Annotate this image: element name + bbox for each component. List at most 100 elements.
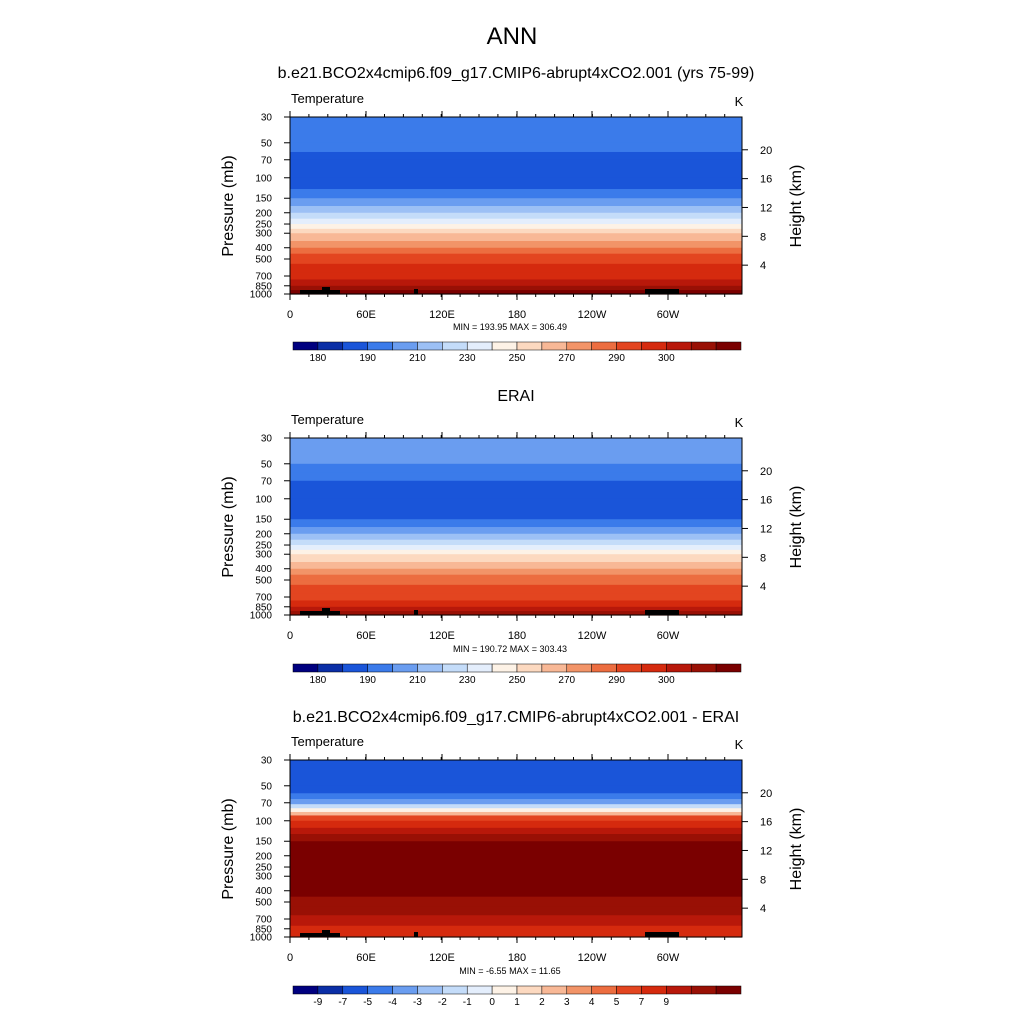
contour-band xyxy=(290,574,742,581)
x-tick-label: 60W xyxy=(657,309,680,321)
colorbar-box xyxy=(715,663,742,673)
y-tick-label: 200 xyxy=(255,851,272,862)
panel-difference: b.e21.BCO2x4cmip6.f09_g17.CMIP6-abrupt4x… xyxy=(220,709,805,1008)
y-tick-label: 700 xyxy=(255,914,272,925)
colorbar-label: -7 xyxy=(338,997,347,1008)
colorbar-label: 300 xyxy=(658,675,675,686)
colorbar-box xyxy=(317,341,344,351)
panel-title: ERAI xyxy=(497,388,534,405)
colorbar-box xyxy=(417,985,443,995)
colorbar-label: -4 xyxy=(388,997,397,1008)
y-axis-label: Pressure (mb) xyxy=(220,155,237,256)
colorbar-box xyxy=(516,341,543,351)
colorbar-box xyxy=(417,341,443,351)
x-tick-label: 180 xyxy=(508,309,526,321)
contour-band xyxy=(290,510,742,520)
y-tick-label: 250 xyxy=(255,541,272,552)
y-tick-label: 100 xyxy=(255,494,272,505)
height-tick-label: 12 xyxy=(760,202,772,214)
colorbar-box xyxy=(541,341,568,351)
contour-band xyxy=(290,888,742,898)
units-label: K xyxy=(735,737,744,752)
contour-band xyxy=(290,815,742,822)
contour-band xyxy=(290,593,742,602)
height-tick-label: 4 xyxy=(760,260,766,272)
contour-band xyxy=(290,206,742,214)
variable-label: Temperature xyxy=(291,412,364,427)
x-tick-label: 120W xyxy=(578,952,607,964)
x-tick-label: 60E xyxy=(356,952,376,964)
colorbar-label: 0 xyxy=(489,997,495,1008)
x-tick-label: 0 xyxy=(287,309,293,321)
y-tick-label: 150 xyxy=(255,194,272,205)
colorbar-box xyxy=(392,663,418,673)
x-tick-label: 120E xyxy=(429,309,455,321)
contour-band xyxy=(290,906,742,916)
colorbar-box xyxy=(367,985,393,995)
plot-frame xyxy=(289,116,743,295)
contour-band xyxy=(290,876,742,889)
y-tick-label: 400 xyxy=(255,243,272,254)
colorbar-box xyxy=(442,985,468,995)
y-axis-label: Pressure (mb) xyxy=(220,476,237,577)
y-tick-label: 70 xyxy=(261,155,273,166)
colorbar-label: -1 xyxy=(463,997,472,1008)
y-tick-label: 70 xyxy=(261,476,273,487)
contour-band xyxy=(290,562,742,570)
y-tick-label: 200 xyxy=(255,208,272,219)
contour-band xyxy=(290,533,742,541)
contour-band xyxy=(290,539,742,546)
y-tick-label: 30 xyxy=(261,756,273,767)
colorbar-box xyxy=(591,985,617,995)
topography xyxy=(414,610,418,615)
contour-band xyxy=(290,247,742,255)
y-tick-label: 100 xyxy=(255,173,272,184)
topography xyxy=(300,611,340,615)
plot-frame xyxy=(289,437,743,616)
y-tick-label: 150 xyxy=(255,837,272,848)
y-tick-label: 30 xyxy=(261,434,273,445)
y-tick-label: 150 xyxy=(255,515,272,526)
colorbar-box xyxy=(292,663,319,673)
topography xyxy=(645,932,679,937)
x-tick-label: 60W xyxy=(657,630,680,642)
colorbar-box xyxy=(317,985,344,995)
colorbar-box xyxy=(616,985,642,995)
colorbar-box xyxy=(317,663,344,673)
contour-band xyxy=(290,224,742,230)
contour-band xyxy=(290,793,742,800)
contour-band xyxy=(290,218,742,225)
units-label: K xyxy=(735,415,744,430)
colorbar-box xyxy=(715,341,742,351)
colorbar-box xyxy=(392,985,418,995)
y-tick-label: 500 xyxy=(255,898,272,909)
colorbar-label: -2 xyxy=(438,997,447,1008)
y-tick-label: 700 xyxy=(255,592,272,603)
y-tick-label: 850 xyxy=(255,602,272,613)
colorbar-label: 1 xyxy=(514,997,520,1008)
y-tick-label: 700 xyxy=(255,271,272,282)
contour-band xyxy=(290,463,742,474)
panel-obs: ERAI Temperature K 0 60E 120E 180 120W 60W 30 5… xyxy=(220,388,805,686)
contour-band xyxy=(290,253,742,260)
height-tick-label: 16 xyxy=(760,495,772,507)
colorbar-box xyxy=(690,341,717,351)
y-tick-label: 1000 xyxy=(250,611,273,622)
y-tick-label: 50 xyxy=(261,781,273,792)
contour-band xyxy=(290,228,742,234)
colorbar-label: -9 xyxy=(313,997,322,1008)
colorbar-box xyxy=(466,985,493,995)
stats-label: MIN = 190.72 MAX = 303.43 xyxy=(453,644,567,654)
right-axis-label: Height (km) xyxy=(788,165,805,248)
colorbar-box xyxy=(591,341,617,351)
colorbar-box xyxy=(690,663,717,673)
contour-band xyxy=(290,198,742,207)
y-tick-label: 300 xyxy=(255,872,272,883)
colorbar-label: 7 xyxy=(639,997,645,1008)
contour-band xyxy=(290,841,742,877)
contour-band xyxy=(290,804,742,809)
y-tick-label: 400 xyxy=(255,564,272,575)
contour-band xyxy=(290,915,742,927)
contour-band xyxy=(290,117,742,144)
